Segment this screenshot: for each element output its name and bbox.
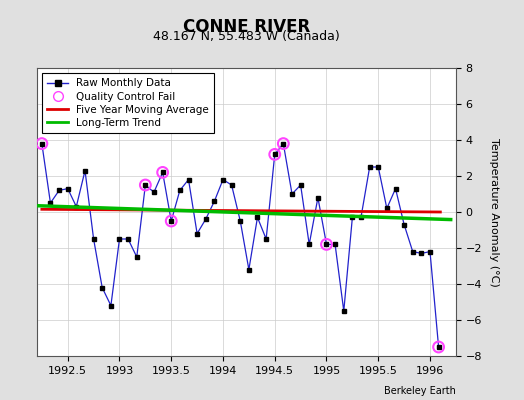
- Point: [38, 140, 46, 147]
- Point: [322, 241, 331, 248]
- Y-axis label: Temperature Anomaly (°C): Temperature Anomaly (°C): [489, 138, 499, 286]
- Point: [279, 140, 288, 147]
- Point: [270, 151, 279, 158]
- Point: [141, 182, 149, 188]
- Legend: Raw Monthly Data, Quality Control Fail, Five Year Moving Average, Long-Term Tren: Raw Monthly Data, Quality Control Fail, …: [42, 73, 214, 133]
- Point: [167, 218, 176, 224]
- Text: Berkeley Earth: Berkeley Earth: [384, 386, 456, 396]
- Text: 48.167 N, 55.483 W (Canada): 48.167 N, 55.483 W (Canada): [153, 30, 340, 43]
- Point: [434, 344, 443, 350]
- Point: [158, 169, 167, 176]
- Text: CONNE RIVER: CONNE RIVER: [183, 18, 310, 36]
